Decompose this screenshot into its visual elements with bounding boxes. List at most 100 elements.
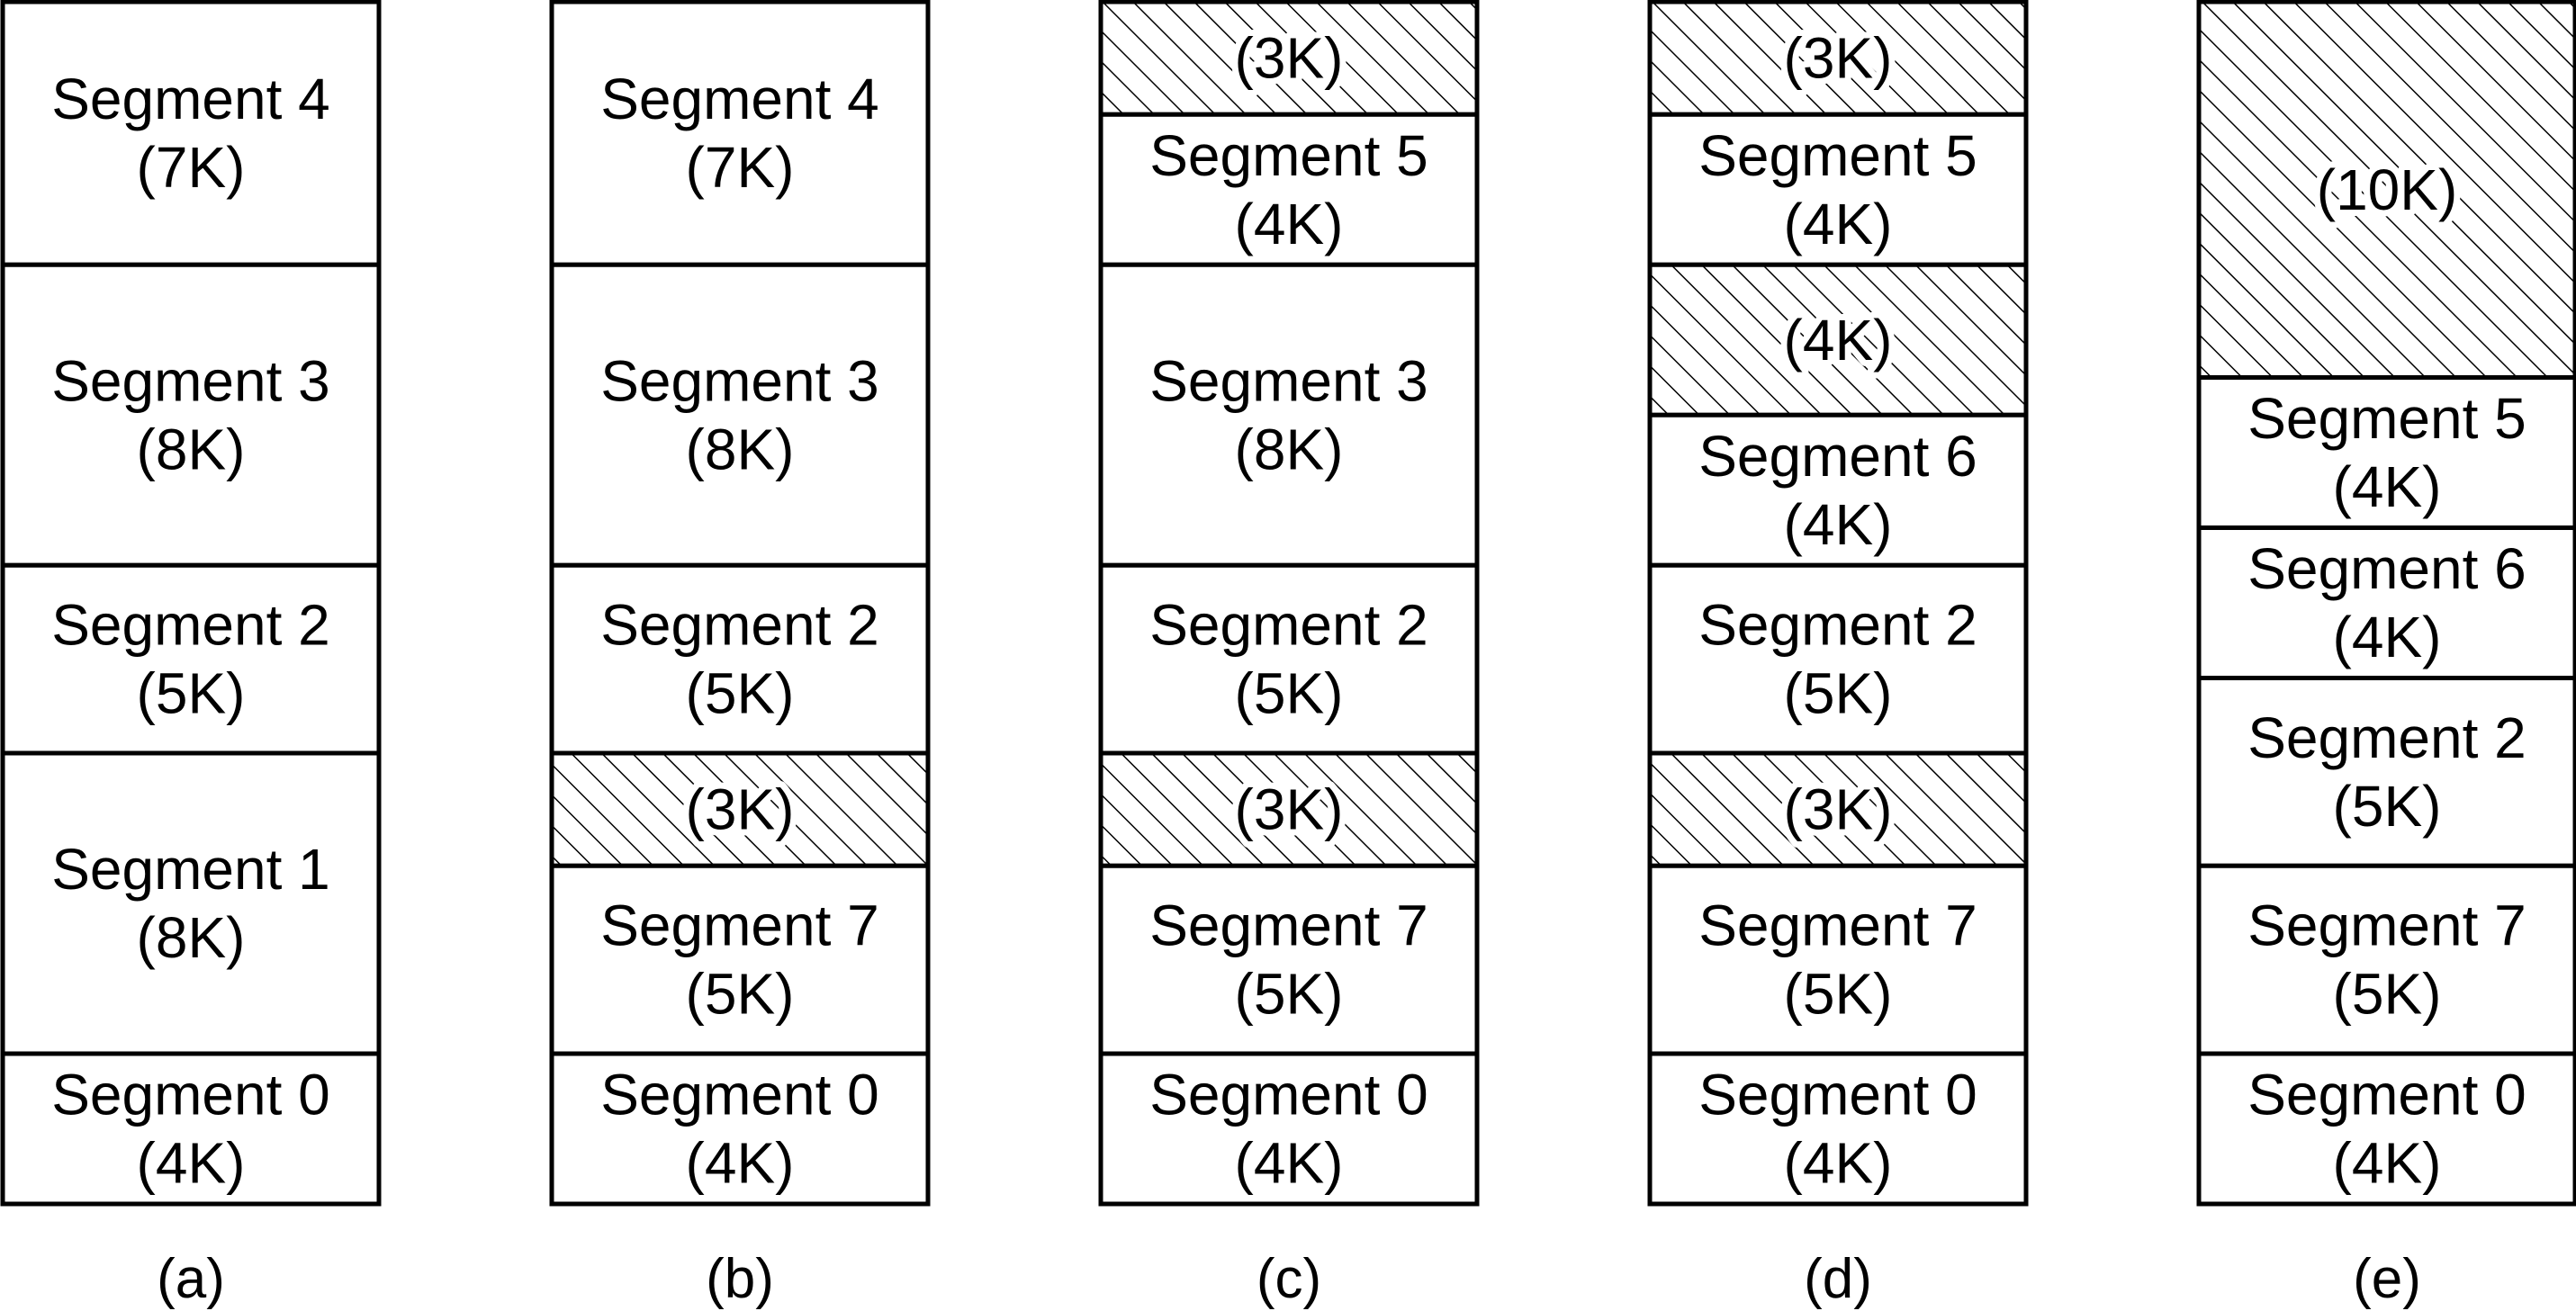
free-hole-block: (3K) [1647,0,2029,117]
segment-rect [2196,375,2576,530]
segment-name-label: Segment 7 [1149,893,1428,958]
segment-block: Segment 5(4K) [2196,375,2576,530]
segment-size-label: (4K) [2333,605,2442,669]
column-caption: (b) [706,1248,774,1310]
segment-name-label: Segment 7 [600,893,879,958]
segment-block: Segment 0(4K) [1647,1051,2029,1207]
segment-name-label: Segment 3 [51,348,330,413]
column-caption: (d) [1804,1248,1872,1310]
memory-column: (3K)Segment 5(4K)(4K)Segment 6(4K)Segmen… [1647,0,2029,1310]
hole-size-label: (3K) [1235,26,1344,91]
hole-size-label: (3K) [1784,26,1893,91]
segment-rect [1647,1051,2029,1207]
segment-rect [0,262,382,568]
segment-block: Segment 0(4K) [1098,1051,1480,1207]
segment-block: Segment 2(5K) [0,562,382,756]
segment-block: Segment 0(4K) [2196,1051,2576,1207]
segment-block: Segment 5(4K) [1098,112,1480,267]
segment-rect [549,262,931,568]
segment-name-label: Segment 5 [1698,123,1977,188]
segment-name-label: Segment 7 [1698,893,1977,958]
memory-column: Segment 4(7K)Segment 3(8K)Segment 2(5K)(… [549,0,931,1310]
segment-name-label: Segment 1 [51,837,330,902]
segment-size-label: (4K) [2333,454,2442,519]
free-hole-block: (3K) [549,750,931,868]
segment-size-label: (5K) [1784,962,1893,1027]
segment-size-label: (7K) [137,135,246,200]
free-hole-block: (10K) [2196,0,2576,380]
memory-column: Segment 4(7K)Segment 3(8K)Segment 2(5K)S… [0,0,382,1310]
segment-name-label: Segment 7 [2247,893,2526,958]
column-caption: (a) [157,1248,225,1310]
segment-rect [2196,1051,2576,1207]
hole-rect [1647,750,2029,868]
segment-size-label: (5K) [137,661,246,726]
segment-size-label: (8K) [137,417,246,481]
segment-block: Segment 2(5K) [1647,562,2029,756]
segment-name-label: Segment 0 [1149,1063,1428,1127]
segment-size-label: (4K) [2333,1131,2442,1196]
hole-size-label: (3K) [686,777,795,842]
segment-block: Segment 3(8K) [0,262,382,568]
hole-rect [2196,0,2576,380]
segment-size-label: (5K) [1784,661,1893,726]
segment-name-label: Segment 3 [600,348,879,413]
segment-rect [549,1051,931,1207]
segment-size-label: (8K) [686,417,795,481]
segment-size-label: (8K) [137,905,246,970]
segment-name-label: Segment 5 [1149,123,1428,188]
hole-rect [1098,750,1480,868]
segment-name-label: Segment 2 [1698,593,1977,658]
segment-block: Segment 2(5K) [1098,562,1480,756]
segment-rect [1098,112,1480,267]
segment-block: Segment 3(8K) [1098,262,1480,568]
segment-size-label: (5K) [686,661,795,726]
segment-size-label: (4K) [686,1131,795,1196]
segment-block: Segment 6(4K) [2196,525,2576,680]
segment-rect [0,562,382,756]
hole-size-label: (10K) [2317,157,2458,222]
segment-rect [2196,676,2576,868]
segment-name-label: Segment 6 [1698,424,1977,489]
segment-rect [1098,262,1480,568]
segment-size-label: (5K) [2333,774,2442,839]
column-caption: (e) [2353,1248,2421,1310]
segment-size-label: (4K) [1784,1131,1893,1196]
segment-name-label: Segment 0 [600,1063,879,1127]
segment-size-label: (4K) [1235,192,1344,256]
segment-size-label: (8K) [1235,417,1344,481]
hole-rect [549,750,931,868]
segment-rect [1647,412,2029,568]
segment-block: Segment 0(4K) [549,1051,931,1207]
segment-block: Segment 5(4K) [1647,112,2029,267]
segment-size-label: (5K) [686,962,795,1027]
memory-column: (10K)Segment 5(4K)Segment 6(4K)Segment 2… [2196,0,2576,1310]
free-hole-block: (4K) [1647,262,2029,418]
segment-size-label: (5K) [2333,962,2442,1027]
column-caption: (c) [1256,1248,1321,1310]
segment-rect [549,562,931,756]
segment-size-label: (7K) [686,135,795,200]
segment-block: Segment 7(5K) [2196,863,2576,1056]
segment-name-label: Segment 4 [51,67,330,131]
memory-column: (3K) Segment 5(4K)Segment 3(8K)Segment 2(… [1098,0,1480,1310]
segment-size-label: (4K) [137,1131,246,1196]
segment-rect [2196,863,2576,1056]
segment-name-label: Segment 5 [2247,386,2526,451]
segment-name-label: Segment 6 [2247,536,2526,601]
hole-size-label: (3K) [1235,777,1344,842]
segment-name-label: Segment 0 [2247,1063,2526,1127]
segment-rect [1098,1051,1480,1207]
segment-block: Segment 2(5K) [549,562,931,756]
hole-size-label: (3K) [1784,777,1893,842]
segment-rect [0,0,382,267]
segment-name-label: Segment 2 [2247,705,2526,770]
segment-block: Segment 3(8K) [549,262,931,568]
free-hole-block: (3K) [1098,750,1480,868]
segment-block: Segment 7(5K) [1098,863,1480,1056]
segment-block: Segment 1(8K) [0,750,382,1056]
segment-size-label: (5K) [1235,661,1344,726]
segment-name-label: Segment 4 [600,67,879,131]
